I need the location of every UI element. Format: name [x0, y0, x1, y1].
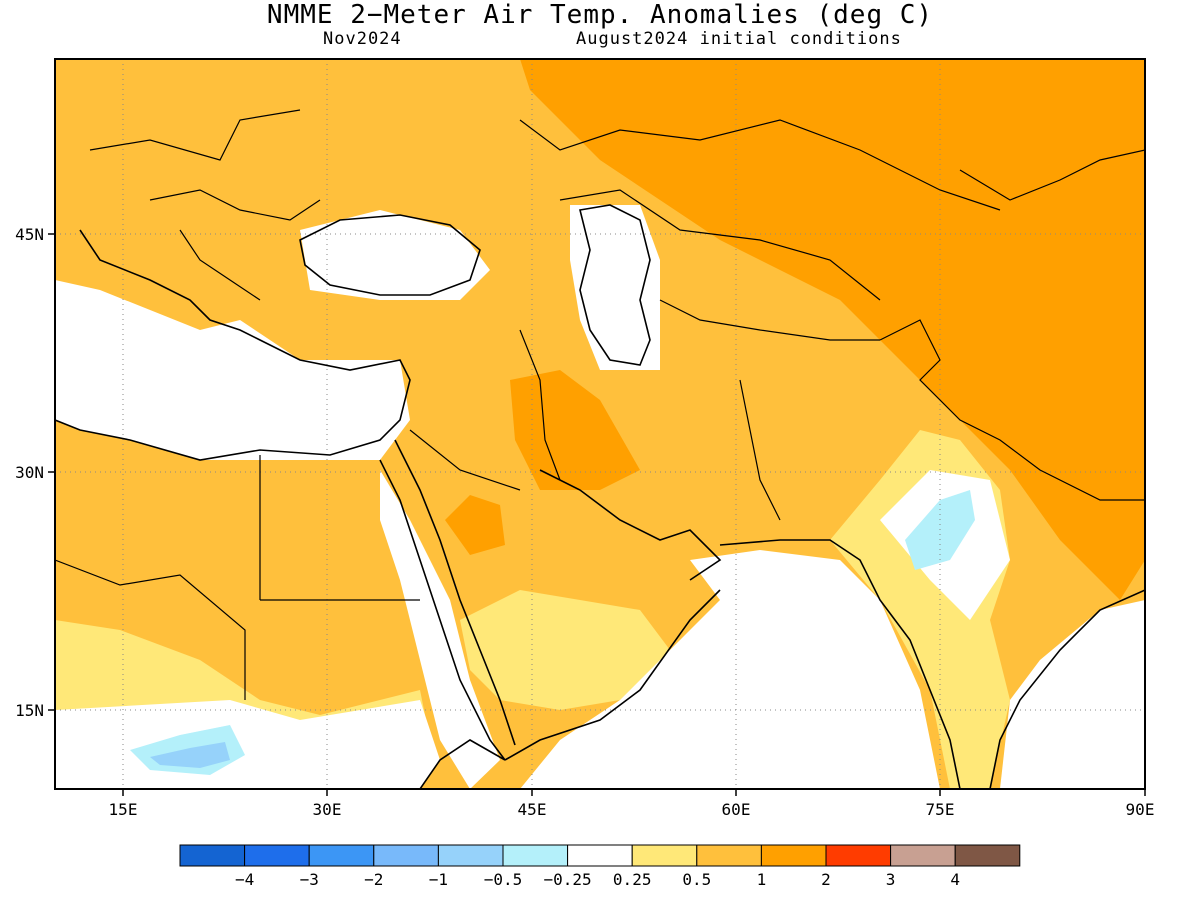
- colorbar-label: −1: [429, 870, 448, 889]
- colorbar-swatch: [437, 844, 504, 867]
- colorbar-label: 0.25: [613, 870, 652, 889]
- neutral-caspian: [570, 205, 660, 370]
- neutral-black-sea: [300, 210, 490, 300]
- colorbar-swatch: [567, 844, 633, 867]
- border-sahara: [55, 559, 246, 700]
- mild-area-arabia: [460, 590, 670, 710]
- map-title: NMME 2−Meter Air Temp. Anomalies (deg C): [266, 0, 934, 30]
- graticule: [55, 59, 1145, 789]
- colorbar-swatch: [890, 844, 956, 867]
- lat-tick-labels: 45N 30N 15N: [15, 225, 44, 720]
- colorbar-label: 0.5: [682, 870, 711, 889]
- colorbar-swatch: [179, 844, 246, 867]
- border-europe-2: [149, 189, 321, 221]
- border-central-asia: [659, 299, 880, 341]
- anomaly-field: [55, 59, 1145, 789]
- coastlines: [55, 204, 1145, 789]
- warm-area-saudi: [445, 495, 505, 555]
- colorbar-swatch: [308, 844, 375, 867]
- cool-spot-sahel-core: [150, 742, 230, 768]
- border-arabia: [409, 429, 521, 491]
- lon-label-45e: 45E: [518, 800, 547, 819]
- colorbar-label: 1: [757, 870, 767, 889]
- colorbar-label: 3: [886, 870, 896, 889]
- coast-persian-gulf: [539, 469, 722, 581]
- border-iraq-iran: [519, 329, 561, 481]
- lon-label-60e: 60E: [722, 800, 751, 819]
- lon-label-90e: 90E: [1126, 800, 1155, 819]
- warm-area-north: [520, 59, 1145, 600]
- warm-area-iraq: [510, 370, 640, 490]
- colorbar-label: −0.25: [544, 870, 592, 889]
- initial-conditions: August2024 initial conditions: [576, 29, 902, 49]
- lat-label-30n: 30N: [15, 463, 44, 482]
- coast-black-sea: [299, 214, 481, 296]
- lon-label-30e: 30E: [313, 800, 342, 819]
- colorbar-swatch: [502, 844, 569, 867]
- lon-tick-labels: 15E 30E 45E 60E 75E 90E: [109, 800, 1155, 819]
- forecast-month: Nov2024: [323, 29, 402, 49]
- border-iran-afghanistan: [739, 379, 781, 521]
- colorbar-swatch: [825, 844, 892, 867]
- neutral-red-sea: [380, 470, 500, 789]
- axis-ticks: [48, 233, 1146, 796]
- lat-label-15n: 15N: [15, 701, 44, 720]
- neutral-arabian-sea: [520, 550, 940, 789]
- colorbar-label: −4: [235, 870, 254, 889]
- colorbar-swatch: [244, 844, 310, 867]
- colorbar-label: 4: [950, 870, 960, 889]
- lon-label-15e: 15E: [109, 800, 138, 819]
- coast-africa-east: [419, 739, 506, 789]
- coast-caspian: [579, 204, 651, 366]
- colorbar-label: −3: [300, 870, 319, 889]
- coast-red-sea: [379, 459, 506, 761]
- lat-label-45n: 45N: [15, 225, 44, 244]
- coast-india-east: [989, 589, 1145, 789]
- lon-label-75e: 75E: [926, 800, 955, 819]
- colorbar-label: −0.5: [484, 870, 523, 889]
- colorbar-label: 2: [821, 870, 831, 889]
- neutral-africa-south: [55, 700, 440, 789]
- coast-arabia-south: [504, 589, 721, 761]
- border-china-west: [879, 319, 1145, 501]
- neutral-bay-of-bengal: [1000, 600, 1145, 789]
- border-kazakhstan: [559, 189, 881, 301]
- border-russia-kazakhstan: [519, 119, 1001, 211]
- colorbar: −4 −3 −2 −1 −0.5 −0.25 0.25 0.5 1 2 3 4: [179, 844, 1021, 889]
- coast-pakistan-india: [719, 539, 961, 789]
- borders: [55, 109, 1145, 700]
- colorbar-swatch: [760, 844, 827, 867]
- border-europe-3: [179, 229, 261, 301]
- border-europe-1: [89, 109, 301, 161]
- colorbar-swatch: [696, 844, 762, 867]
- colorbar-swatch: [631, 844, 698, 867]
- neutral-mediterranean: [55, 280, 410, 460]
- colorbar-swatch: [954, 844, 1021, 867]
- map-frame: [54, 58, 1146, 790]
- colorbar-swatch: [373, 844, 439, 867]
- border-china-mongolia: [959, 149, 1145, 201]
- coast-mediterranean: [55, 229, 411, 461]
- coast-red-sea-east: [394, 439, 516, 746]
- colorbar-label: −2: [364, 870, 383, 889]
